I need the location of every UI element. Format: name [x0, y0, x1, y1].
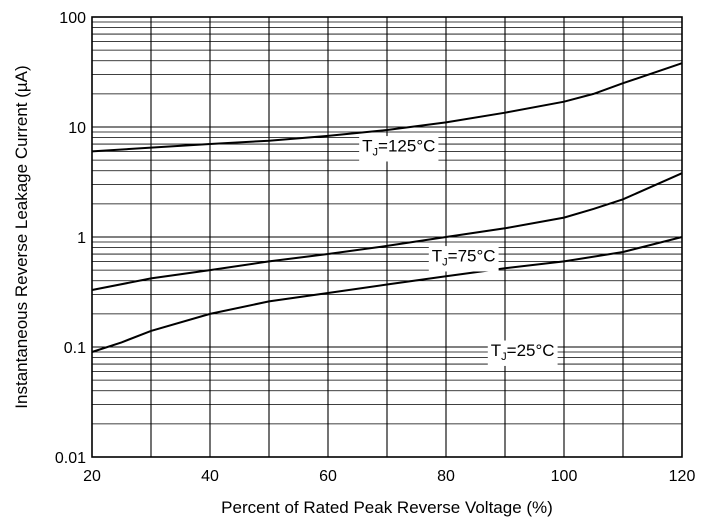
y-tick-label: 0.01: [55, 450, 86, 467]
x-tick-label: 100: [551, 468, 578, 485]
series-label-background: [359, 136, 439, 162]
y-tick-labels: 0.01 0.1 1 10 100: [55, 10, 86, 467]
y-tick-label: 100: [59, 10, 86, 27]
x-tick-label: 80: [437, 468, 455, 485]
series-label-text: TJ=25°C: [491, 342, 555, 363]
series-line-1: [91, 62, 683, 153]
series-labels: TJ=125°C TJ=75°C TJ=25°C: [359, 136, 558, 366]
y-tick-label: 1: [77, 230, 86, 247]
series-label-text: TJ=125°C: [362, 137, 435, 158]
y-tick-label: 0.1: [64, 340, 86, 357]
y-tick-label: 10: [68, 120, 86, 137]
x-axis-label: Percent of Rated Peak Reverse Voltage (%…: [221, 498, 553, 517]
series-label-background: [487, 340, 558, 366]
series-line-2: [91, 172, 683, 291]
x-tick-label: 20: [83, 468, 101, 485]
grid: [92, 17, 682, 457]
series-label-text: TJ=75°C: [432, 247, 496, 268]
x-tick-label: 60: [319, 468, 337, 485]
x-tick-label: 40: [201, 468, 219, 485]
series-label-background: [428, 246, 499, 272]
series-line-3: [91, 236, 683, 353]
x-tick-label: 120: [669, 468, 696, 485]
curves: [91, 62, 683, 353]
series-label-3: TJ=25°C: [487, 340, 558, 366]
y-axis-label: Instantaneous Reverse Leakage Current (µ…: [12, 65, 31, 408]
plot-frame: [91, 16, 683, 458]
x-tick-labels: 20 40 60 80 100 120: [83, 468, 695, 485]
series-label-1: TJ=125°C: [359, 136, 439, 162]
series-label-2: TJ=75°C: [428, 246, 499, 272]
